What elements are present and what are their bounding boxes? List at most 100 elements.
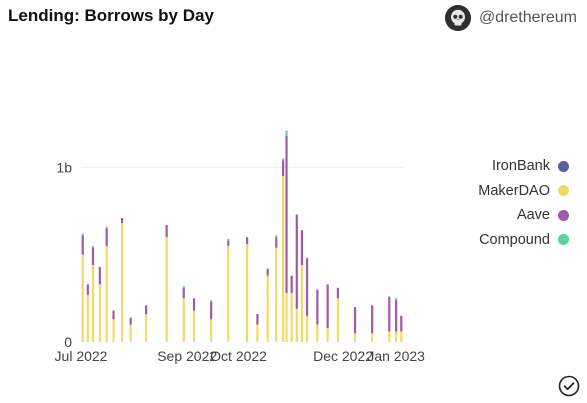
bar-segment-makerdao (316, 324, 319, 342)
bar-segment-aave (165, 224, 168, 238)
legend-dot (558, 234, 569, 246)
page-title: Lending: Borrows by Day (8, 6, 214, 25)
x-tick-label: Sep 2022 (157, 348, 217, 364)
bar-segment-aave (295, 214, 298, 309)
bar-segment-aave (91, 247, 95, 266)
bar-segment-makerdao (86, 294, 89, 342)
x-tick-label: Oct 2022 (210, 348, 267, 364)
bar-segment-aave (246, 237, 249, 245)
bar-segment-makerdao (112, 319, 115, 342)
legend-dot (558, 160, 569, 172)
bar-segment-aave (210, 301, 213, 320)
bar-segment-aave (275, 237, 278, 248)
bar-segment-aave (316, 289, 319, 325)
bar-segment-aave (105, 228, 108, 246)
bar-segment-compound (395, 298, 398, 301)
bar-segment-makerdao (165, 237, 168, 342)
bar-segment-aave (86, 284, 89, 295)
bar-segment-makerdao (300, 265, 304, 342)
bar-segment-makerdao (353, 333, 357, 342)
check-circle-icon[interactable] (558, 375, 580, 397)
x-tick-label: Dec 2022 (313, 348, 373, 364)
legend-dot (558, 209, 569, 221)
bar-segment-makerdao (326, 328, 329, 342)
legend-item-ironbank[interactable]: IronBank (478, 154, 569, 179)
bar-segment-makerdao (81, 254, 84, 342)
bar-segment-aave (388, 296, 391, 332)
bar-segment-makerdao (290, 293, 293, 342)
bar-segment-makerdao (282, 176, 285, 342)
bar-segment-aave (300, 230, 304, 266)
skull-avatar-icon (444, 5, 471, 31)
bar-segment-aave (256, 314, 259, 325)
bar-segment-makerdao (182, 298, 185, 342)
bar-segment-aave (192, 298, 196, 311)
bar-segment-aave (129, 317, 132, 325)
legend-label: Compound (479, 231, 550, 248)
bar-segment-makerdao (227, 245, 230, 342)
bar-segment-aave (400, 315, 403, 332)
bar-segment-compound (282, 158, 285, 161)
bar-segment-makerdao (371, 333, 374, 342)
author-name: @drethereum (478, 9, 577, 26)
bar-segment-makerdao (246, 244, 249, 342)
bar-segment-aave (121, 217, 124, 224)
legend-label: MakerDAO (478, 182, 550, 199)
bar-segment-aave (395, 300, 398, 332)
bar-segment-aave (353, 307, 357, 334)
bar-segment-aave (182, 287, 185, 299)
bar-segment-makerdao (400, 331, 403, 342)
legend-label: Aave (516, 207, 550, 224)
bar-segment-makerdao (210, 319, 213, 342)
bar-segment-aave (81, 235, 84, 255)
bar-segment-compound (81, 233, 84, 236)
bar-segment-makerdao (275, 247, 278, 342)
bar-segment-aave (290, 275, 293, 294)
bar-segment-aave (266, 268, 269, 276)
bar-segment-makerdao (305, 315, 309, 342)
bar-segment-makerdao (192, 310, 196, 342)
legend-label: IronBank (491, 158, 550, 175)
bar-segment-makerdao (388, 331, 391, 342)
bar-segment-aave (98, 266, 101, 285)
author-badge[interactable]: @drethereum (444, 5, 577, 31)
bar-segment-aave (336, 287, 340, 299)
bar-segment-makerdao (295, 308, 298, 342)
bar-segment-aave (285, 135, 288, 294)
bar-segment-compound (275, 235, 278, 238)
bar-segment-makerdao (256, 324, 259, 342)
bar-segment-compound (227, 238, 230, 241)
bar-segment-makerdao (98, 284, 101, 342)
bar-segment-makerdao (144, 314, 148, 342)
bar-segment-aave (305, 258, 309, 316)
bar-segment-aave (371, 305, 374, 334)
x-tick-label: Jan 2023 (367, 348, 425, 364)
legend-dot (558, 185, 569, 197)
bar-segment-aave (144, 305, 148, 315)
y-tick-label: 0 (64, 334, 72, 350)
bar-segment-aave (112, 310, 115, 320)
bar-segment-compound (210, 300, 213, 302)
bar-segment-compound (285, 130, 288, 136)
bar-segment-aave (227, 240, 230, 246)
bar-segment-makerdao (105, 245, 108, 342)
bar-segment-makerdao (336, 298, 340, 342)
bar-segment-makerdao (129, 324, 132, 342)
chart-legend: IronBank MakerDAO Aave Compound (478, 154, 569, 252)
legend-item-makerdao[interactable]: MakerDAO (478, 179, 569, 204)
bar-segment-makerdao (266, 275, 269, 342)
bar-segment-aave (326, 284, 329, 329)
bar-segment-compound (91, 245, 95, 248)
bar-segment-makerdao (121, 223, 124, 342)
y-tick-label: 1b (56, 159, 72, 175)
bar-segment-compound (182, 286, 185, 288)
bar-segment-makerdao (91, 265, 95, 342)
x-tick-label: Jul 2022 (55, 348, 108, 364)
bar-segment-makerdao (285, 293, 288, 342)
bar-segment-compound (105, 226, 108, 229)
legend-item-aave[interactable]: Aave (478, 203, 569, 228)
legend-item-compound[interactable]: Compound (478, 228, 569, 253)
bar-segment-aave (282, 160, 285, 177)
bar-segment-makerdao (395, 331, 398, 342)
